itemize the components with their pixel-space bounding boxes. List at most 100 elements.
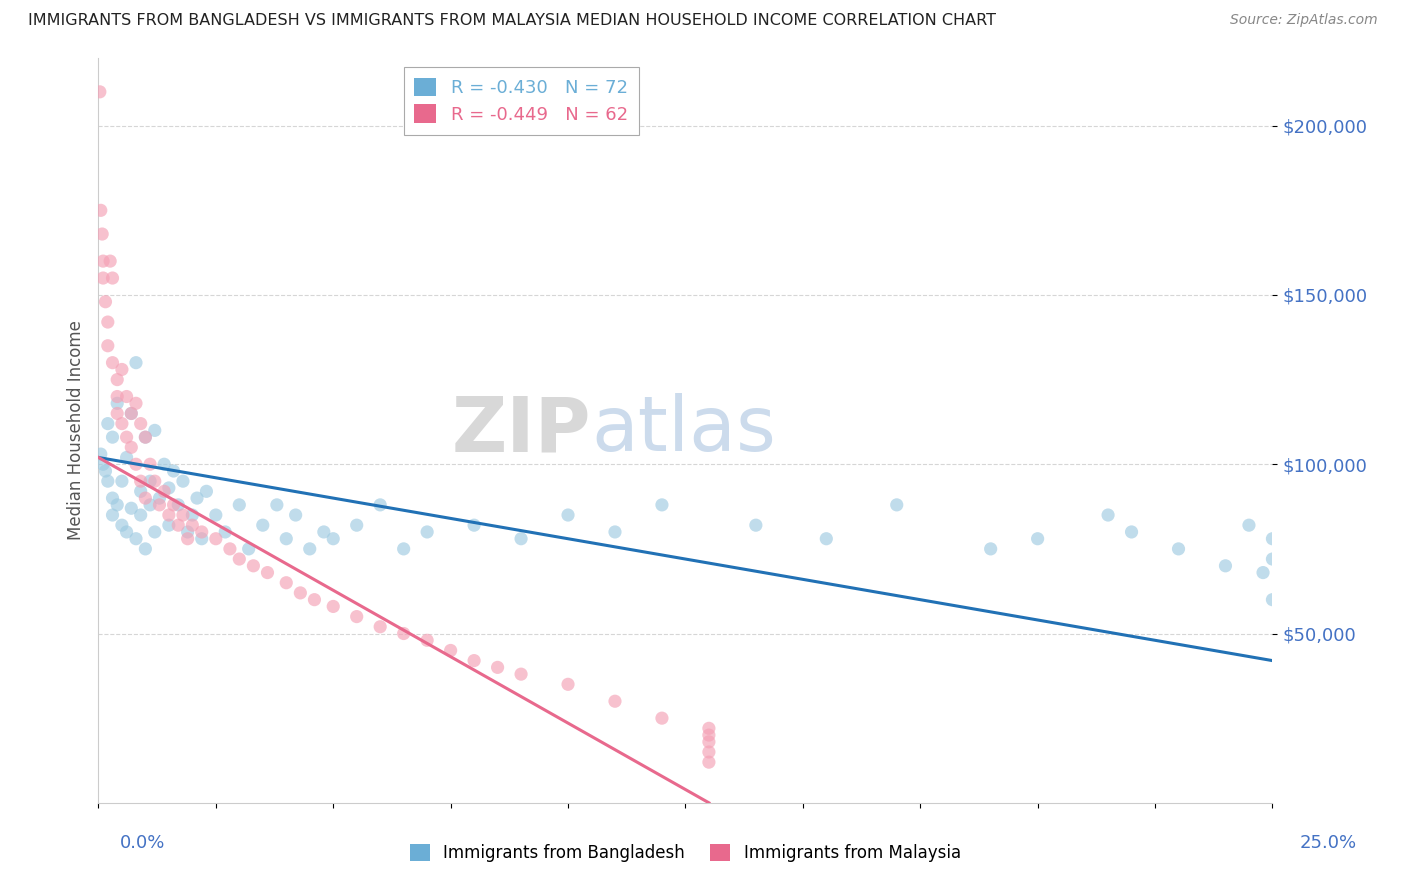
Point (603, 524, 626, 539)
Point (219, 541, 242, 556)
Point (101, 491, 124, 505)
Point (1251, 566, 1274, 580)
Point (105, 498, 128, 512)
Legend: Immigrants from Bangladesh, Immigrants from Malaysia: Immigrants from Bangladesh, Immigrants f… (404, 838, 967, 869)
Point (148, 491, 170, 505)
Point (105, 390, 128, 404)
Text: Source: ZipAtlas.com: Source: ZipAtlas.com (1230, 13, 1378, 28)
Point (463, 518, 485, 533)
Text: IMMIGRANTS FROM BANGLADESH VS IMMIGRANTS FROM MALAYSIA MEDIAN HOUSEHOLD INCOME C: IMMIGRANTS FROM BANGLADESH VS IMMIGRANTS… (28, 13, 995, 29)
Point (1215, 558, 1237, 573)
Point (94, 464, 117, 478)
Point (120, 501, 142, 516)
Point (101, 508, 124, 522)
Point (101, 356, 124, 370)
Point (510, 667, 533, 681)
Point (1167, 541, 1189, 556)
Point (97, 315, 120, 329)
Point (91, 227, 114, 241)
Point (1261, 552, 1284, 566)
Point (115, 430, 138, 444)
Text: 25.0%: 25.0% (1299, 834, 1357, 852)
Point (256, 566, 278, 580)
Point (172, 508, 194, 522)
Point (368, 620, 391, 634)
Point (190, 524, 212, 539)
Point (105, 396, 128, 410)
Point (697, 735, 720, 749)
Point (392, 626, 415, 640)
Point (238, 541, 260, 556)
Point (120, 407, 142, 421)
Point (181, 518, 204, 533)
Point (157, 518, 180, 533)
Point (392, 541, 415, 556)
Point (195, 484, 218, 499)
Point (111, 518, 134, 533)
Point (190, 532, 212, 546)
Point (143, 524, 166, 539)
Point (153, 457, 176, 471)
Point (134, 430, 156, 444)
Point (697, 755, 720, 769)
Point (89, 85, 111, 99)
Point (139, 457, 162, 471)
Point (228, 552, 250, 566)
Point (148, 498, 170, 512)
Point (284, 508, 307, 522)
Point (697, 745, 720, 759)
Point (115, 450, 138, 465)
Point (115, 524, 138, 539)
Point (416, 633, 439, 648)
Point (486, 660, 509, 674)
Point (322, 532, 344, 546)
Point (368, 498, 391, 512)
Point (214, 524, 236, 539)
Point (416, 524, 439, 539)
Point (111, 474, 134, 488)
Point (153, 484, 176, 499)
Point (1237, 518, 1260, 533)
Point (181, 508, 204, 522)
Point (101, 430, 124, 444)
Point (276, 575, 298, 590)
Point (157, 481, 180, 495)
Point (98, 254, 121, 268)
Point (134, 491, 156, 505)
Point (167, 518, 190, 533)
Point (129, 508, 152, 522)
Point (120, 440, 142, 454)
Point (510, 532, 533, 546)
Point (205, 532, 228, 546)
Point (1097, 508, 1119, 522)
Point (176, 532, 198, 546)
Point (276, 532, 298, 546)
Text: ZIP: ZIP (451, 393, 592, 467)
Point (1261, 532, 1284, 546)
Point (94, 294, 117, 309)
Point (346, 609, 368, 624)
Point (125, 356, 148, 370)
Point (115, 390, 138, 404)
Point (603, 694, 626, 708)
Point (97, 474, 120, 488)
Point (143, 423, 166, 437)
Point (120, 407, 142, 421)
Point (91, 254, 114, 268)
Point (134, 541, 156, 556)
Point (91, 457, 114, 471)
Point (651, 498, 673, 512)
Point (176, 524, 198, 539)
Point (815, 532, 838, 546)
Point (205, 508, 228, 522)
Point (167, 498, 190, 512)
Point (134, 430, 156, 444)
Point (266, 498, 288, 512)
Point (125, 532, 148, 546)
Point (90, 447, 112, 461)
Point (129, 417, 152, 431)
Point (980, 541, 1002, 556)
Point (1026, 532, 1049, 546)
Point (463, 654, 485, 668)
Point (228, 498, 250, 512)
